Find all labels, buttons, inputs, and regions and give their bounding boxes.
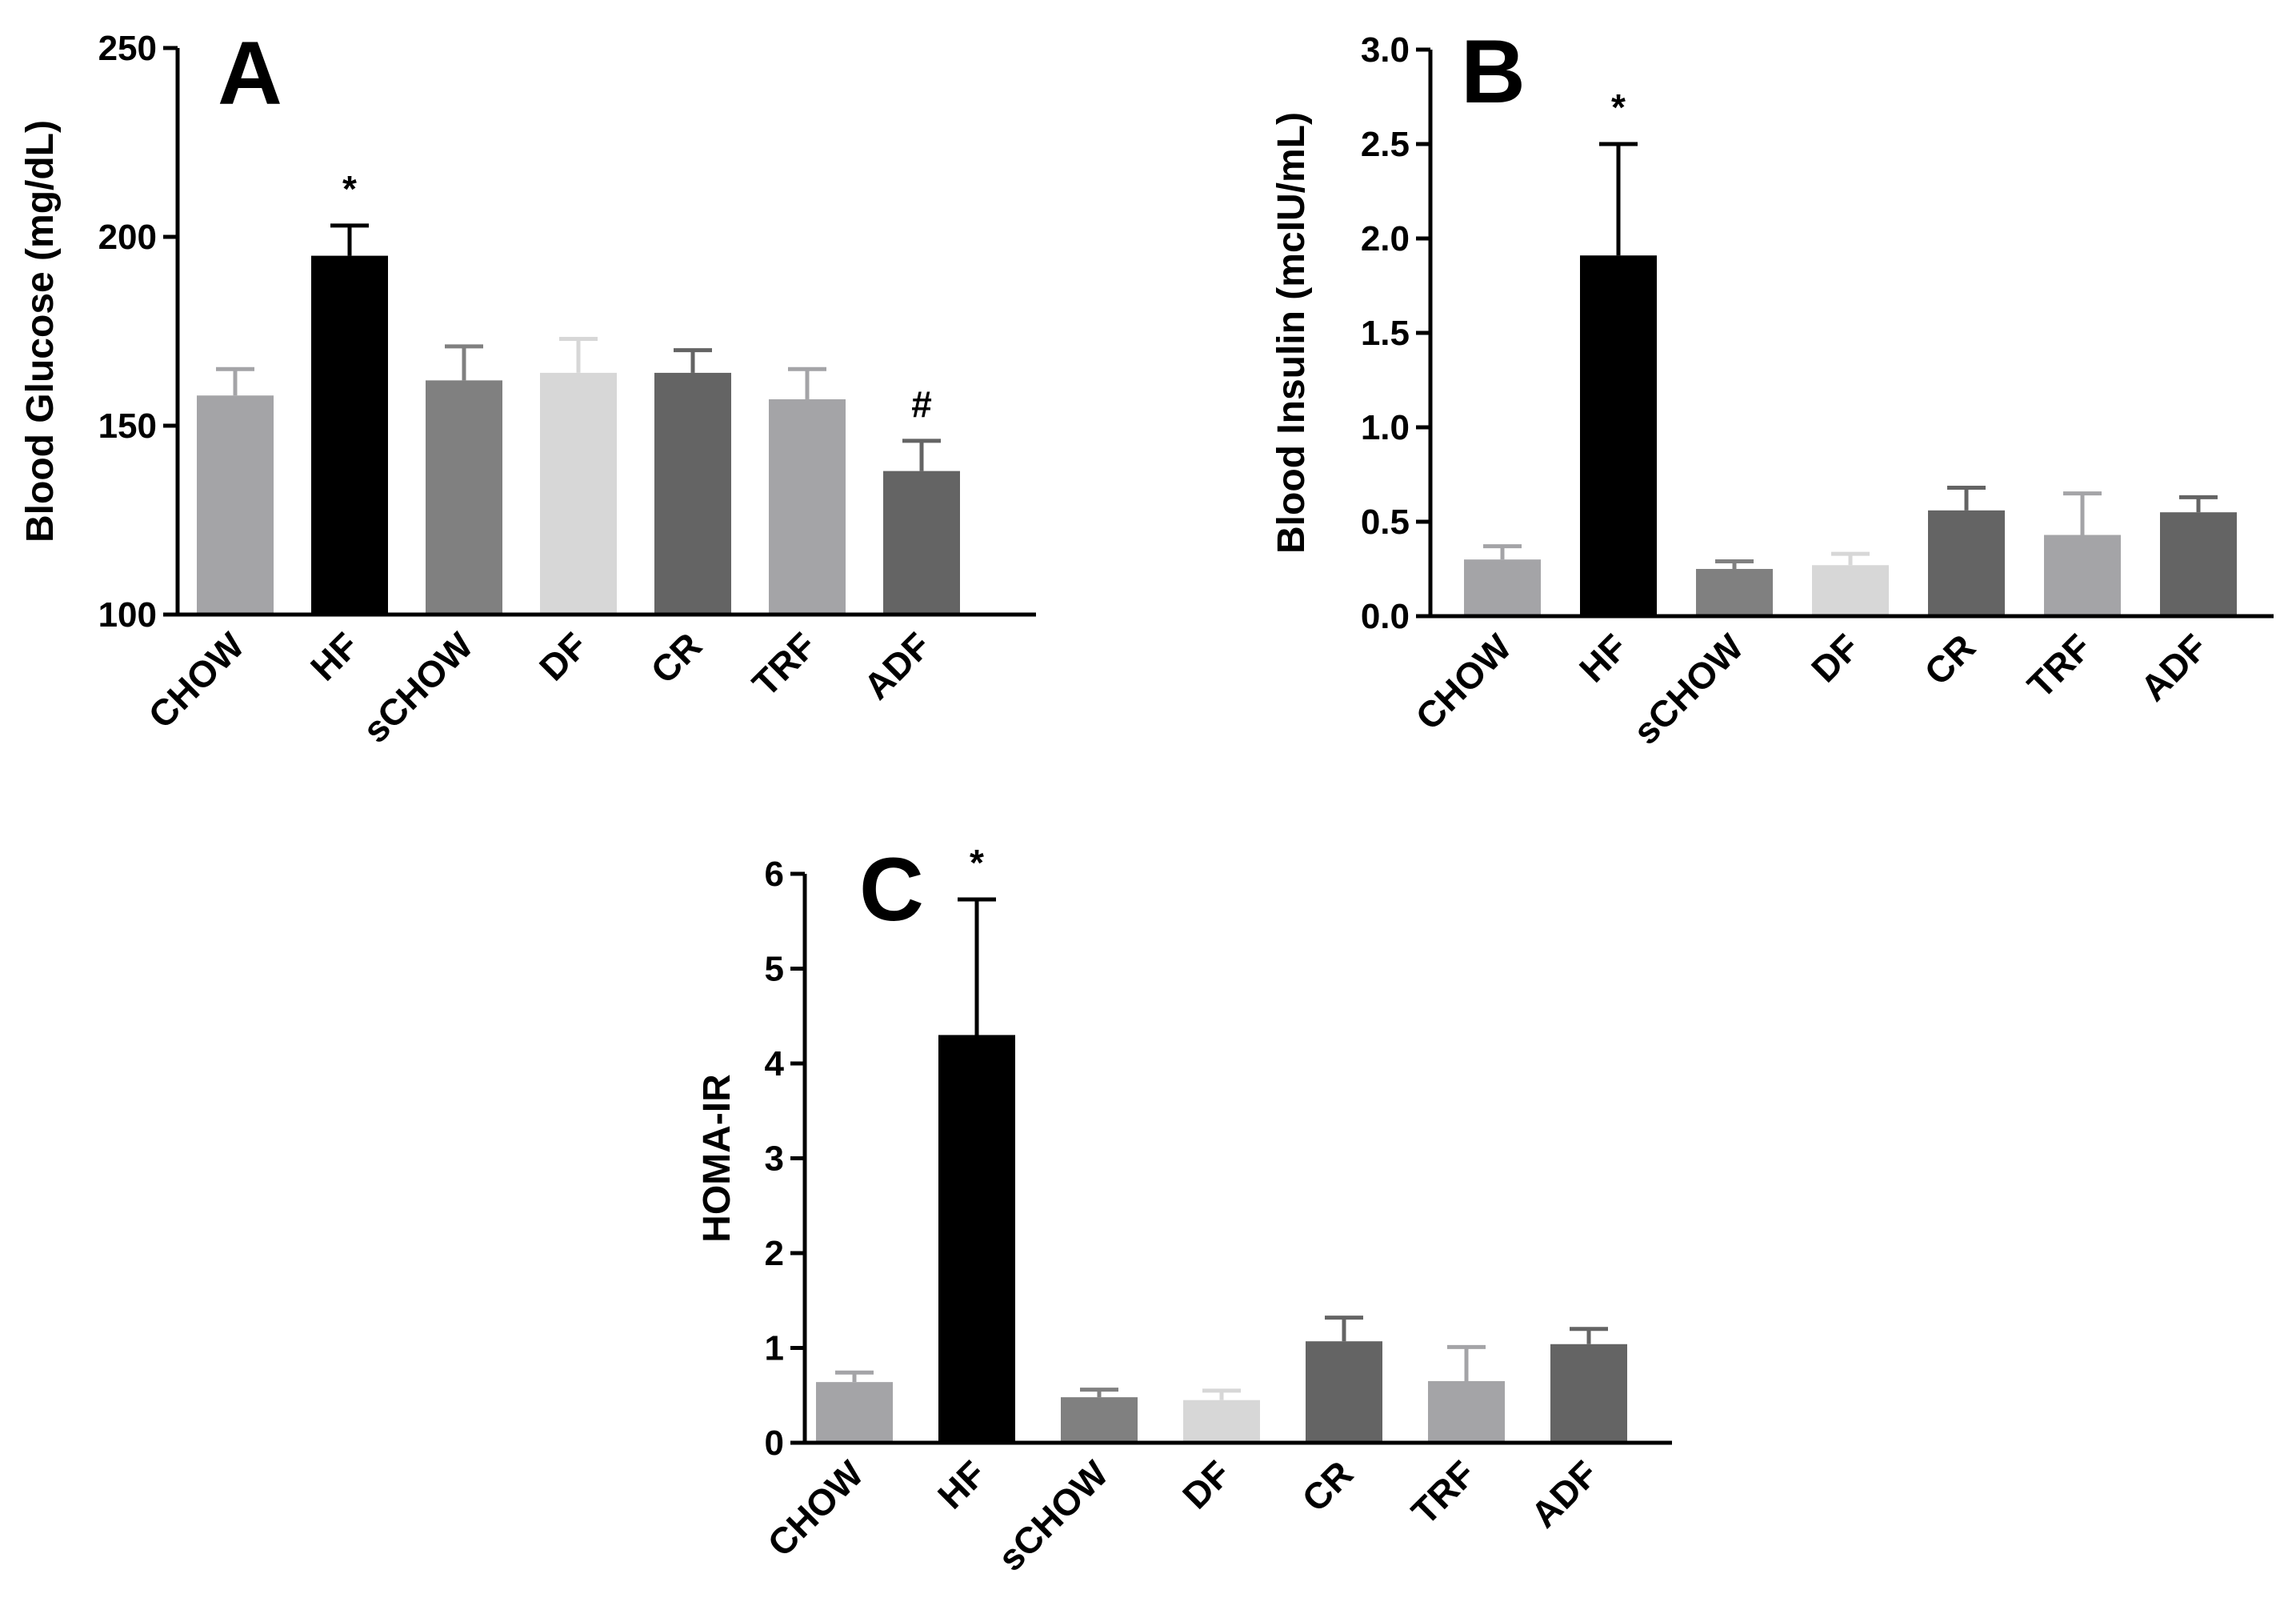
y-tick-label: 100	[98, 595, 157, 635]
y-tick-label: 2.0	[1361, 219, 1410, 258]
x-tick-label-chow: CHOW	[1407, 626, 1519, 738]
panel-letter: B	[1461, 22, 1526, 122]
y-axis-title: Blood Glucose (mg/dL)	[19, 120, 62, 543]
y-tick-label: 200	[98, 218, 157, 257]
bar-chow	[197, 395, 274, 615]
x-tick-label-hf: HF	[302, 624, 366, 688]
x-tick-label-adf: ADF	[2132, 626, 2215, 709]
bar-df	[540, 372, 617, 615]
bar-adf	[2160, 512, 2237, 616]
significance-mark-hf: *	[1611, 86, 1626, 128]
y-tick-label: 1.5	[1361, 314, 1410, 353]
bar-schow	[1061, 1397, 1138, 1443]
x-tick-label-cr: CR	[1294, 1452, 1361, 1520]
x-tick-label-trf: TRF	[744, 624, 824, 704]
bar-trf	[1428, 1380, 1505, 1443]
y-axis-title: HOMA-IR	[696, 1074, 738, 1243]
y-tick-label: 1	[765, 1329, 784, 1368]
y-tick-label: 6	[765, 855, 784, 894]
bar-df	[1183, 1400, 1260, 1443]
y-tick-label: 0.5	[1361, 503, 1410, 542]
y-tick-label: 2.5	[1361, 125, 1410, 164]
y-tick-label: 1.0	[1361, 408, 1410, 447]
x-tick-label-schow: sCHOW	[1625, 626, 1751, 752]
bar-adf	[883, 471, 960, 615]
panel-letter: A	[218, 23, 282, 123]
bar-cr	[654, 372, 731, 615]
bar-chow	[816, 1382, 893, 1443]
x-tick-label-df: DF	[1803, 626, 1867, 690]
x-tick-label-schow: sCHOW	[990, 1452, 1116, 1579]
bar-df	[1812, 565, 1889, 616]
x-tick-label-adf: ADF	[1522, 1452, 1606, 1536]
y-tick-label: 0.0	[1361, 597, 1410, 636]
bar-chow	[1464, 559, 1541, 616]
significance-mark-hf: *	[342, 168, 357, 210]
y-tick-label: 4	[765, 1044, 785, 1083]
x-tick-label-trf: TRF	[1403, 1452, 1483, 1532]
bar-adf	[1550, 1344, 1627, 1443]
bar-cr	[1928, 510, 2005, 616]
x-tick-label-schow: sCHOW	[354, 624, 481, 751]
bar-schow	[1696, 569, 1773, 616]
y-tick-label: 3.0	[1361, 30, 1410, 70]
x-tick-label-adf: ADF	[855, 624, 938, 707]
y-tick-label: 250	[98, 29, 157, 68]
bar-hf	[311, 255, 388, 615]
y-tick-label: 3	[765, 1139, 784, 1179]
x-tick-label-hf: HF	[930, 1452, 994, 1516]
bar-trf	[769, 398, 846, 615]
y-tick-label: 0	[765, 1424, 784, 1463]
bar-hf	[938, 1035, 1015, 1443]
bar-trf	[2044, 535, 2121, 616]
x-tick-label-hf: HF	[1571, 626, 1635, 690]
x-tick-label-trf: TRF	[2019, 626, 2099, 706]
significance-mark-hf: *	[970, 842, 984, 883]
x-tick-label-cr: CR	[1916, 626, 1983, 693]
x-tick-label-chow: CHOW	[759, 1452, 871, 1564]
x-tick-label-cr: CR	[642, 624, 710, 691]
bar-schow	[426, 380, 502, 615]
y-tick-label: 5	[765, 950, 784, 989]
panel-letter: C	[859, 839, 924, 939]
x-tick-label-df: DF	[1174, 1452, 1238, 1516]
y-tick-label: 150	[98, 407, 157, 446]
bar-hf	[1580, 255, 1657, 616]
significance-mark-adf: #	[911, 383, 932, 425]
x-tick-label-chow: CHOW	[140, 624, 252, 736]
y-axis-title: Blood Insulin (mcIU/mL)	[1270, 112, 1313, 554]
y-tick-label: 2	[765, 1234, 784, 1273]
x-tick-label-df: DF	[531, 624, 595, 688]
bar-cr	[1306, 1341, 1382, 1443]
